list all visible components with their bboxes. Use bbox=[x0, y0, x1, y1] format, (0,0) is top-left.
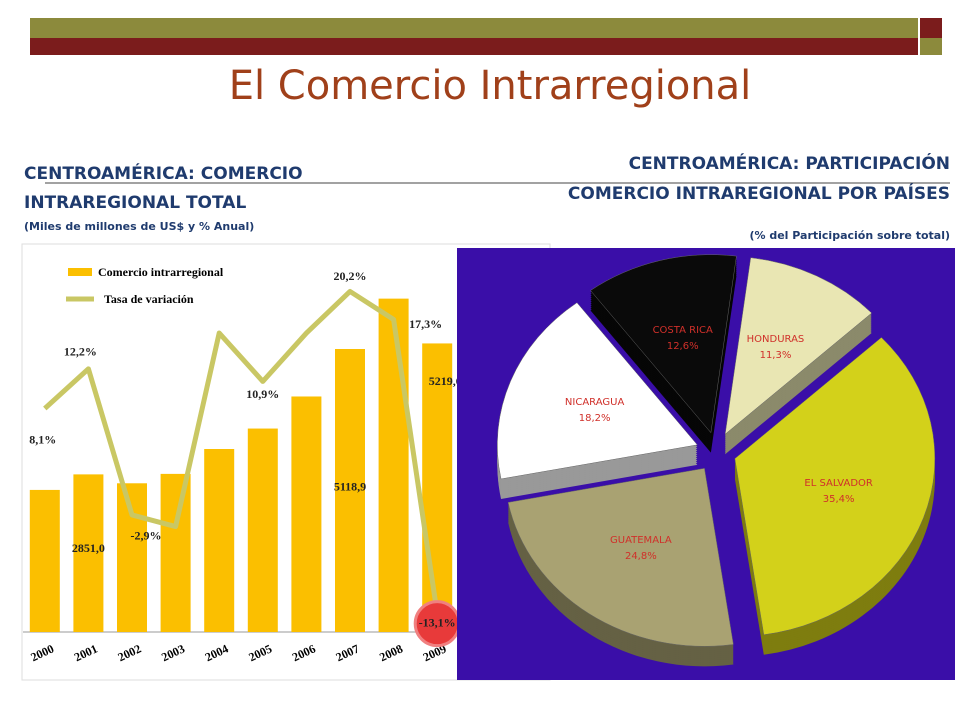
bar bbox=[204, 449, 235, 632]
slice-label: COSTA RICA bbox=[653, 325, 713, 336]
left-title: CENTROAMÉRICA: COMERCIO bbox=[24, 162, 303, 184]
bar bbox=[160, 473, 191, 632]
line-label: -2,9% bbox=[131, 529, 162, 543]
top-band bbox=[30, 18, 918, 38]
slice-value: 12,6% bbox=[667, 341, 699, 352]
slide-title: El Comercio Intrarregional bbox=[229, 63, 752, 109]
right-title: CENTROAMÉRICA: PARTICIPACIÓN bbox=[629, 152, 950, 174]
slice-label: EL SALVADOR bbox=[804, 478, 873, 489]
left-subtitle: (Miles de millones de US$ y % Anual) bbox=[24, 220, 254, 233]
legend-swatch bbox=[68, 268, 92, 276]
bar bbox=[378, 298, 409, 632]
right-title: COMERCIO INTRAREGIONAL POR PAÍSES bbox=[568, 182, 950, 204]
bar bbox=[422, 343, 453, 632]
slice-label: NICARAGUA bbox=[565, 397, 625, 408]
line-label: 20,2% bbox=[334, 269, 367, 283]
slice-value: 35,4% bbox=[823, 494, 855, 505]
line-label: 17,3% bbox=[409, 317, 442, 331]
line-label: 10,9% bbox=[246, 387, 279, 401]
line-label: -13,1% bbox=[419, 615, 456, 629]
slice bbox=[724, 257, 873, 435]
bar bbox=[247, 428, 278, 632]
legend-label: Comercio intrarregional bbox=[98, 265, 224, 279]
slice bbox=[734, 337, 936, 636]
line-label: 12,2% bbox=[64, 345, 97, 359]
line-label: 8,1% bbox=[29, 432, 56, 446]
line bbox=[43, 288, 440, 614]
bar bbox=[29, 489, 60, 632]
bar bbox=[73, 474, 104, 632]
slice-value: 18,2% bbox=[579, 413, 611, 424]
slice-value: 11,3% bbox=[760, 350, 792, 361]
bar bbox=[117, 483, 147, 632]
bar bbox=[291, 396, 322, 632]
top-band-dark bbox=[30, 38, 918, 55]
slice-value: 24,8% bbox=[625, 551, 657, 562]
bar-label: 5219,6 bbox=[429, 374, 462, 388]
left-title: INTRAREGIONAL TOTAL bbox=[24, 193, 246, 213]
bar-label: 2851,0 bbox=[72, 541, 105, 555]
slice-label: GUATEMALA bbox=[610, 535, 672, 546]
slice bbox=[590, 254, 737, 434]
slice bbox=[497, 302, 698, 480]
legend-label: Tasa de variación bbox=[104, 292, 194, 306]
corner-square bbox=[920, 38, 942, 55]
bar-label: 5118,9 bbox=[334, 480, 366, 494]
slice bbox=[507, 468, 734, 647]
bar bbox=[335, 348, 365, 632]
slice-label: HONDURAS bbox=[747, 334, 805, 345]
corner-square bbox=[920, 18, 942, 38]
right-subtitle: (% del Participación sobre total) bbox=[749, 229, 950, 242]
